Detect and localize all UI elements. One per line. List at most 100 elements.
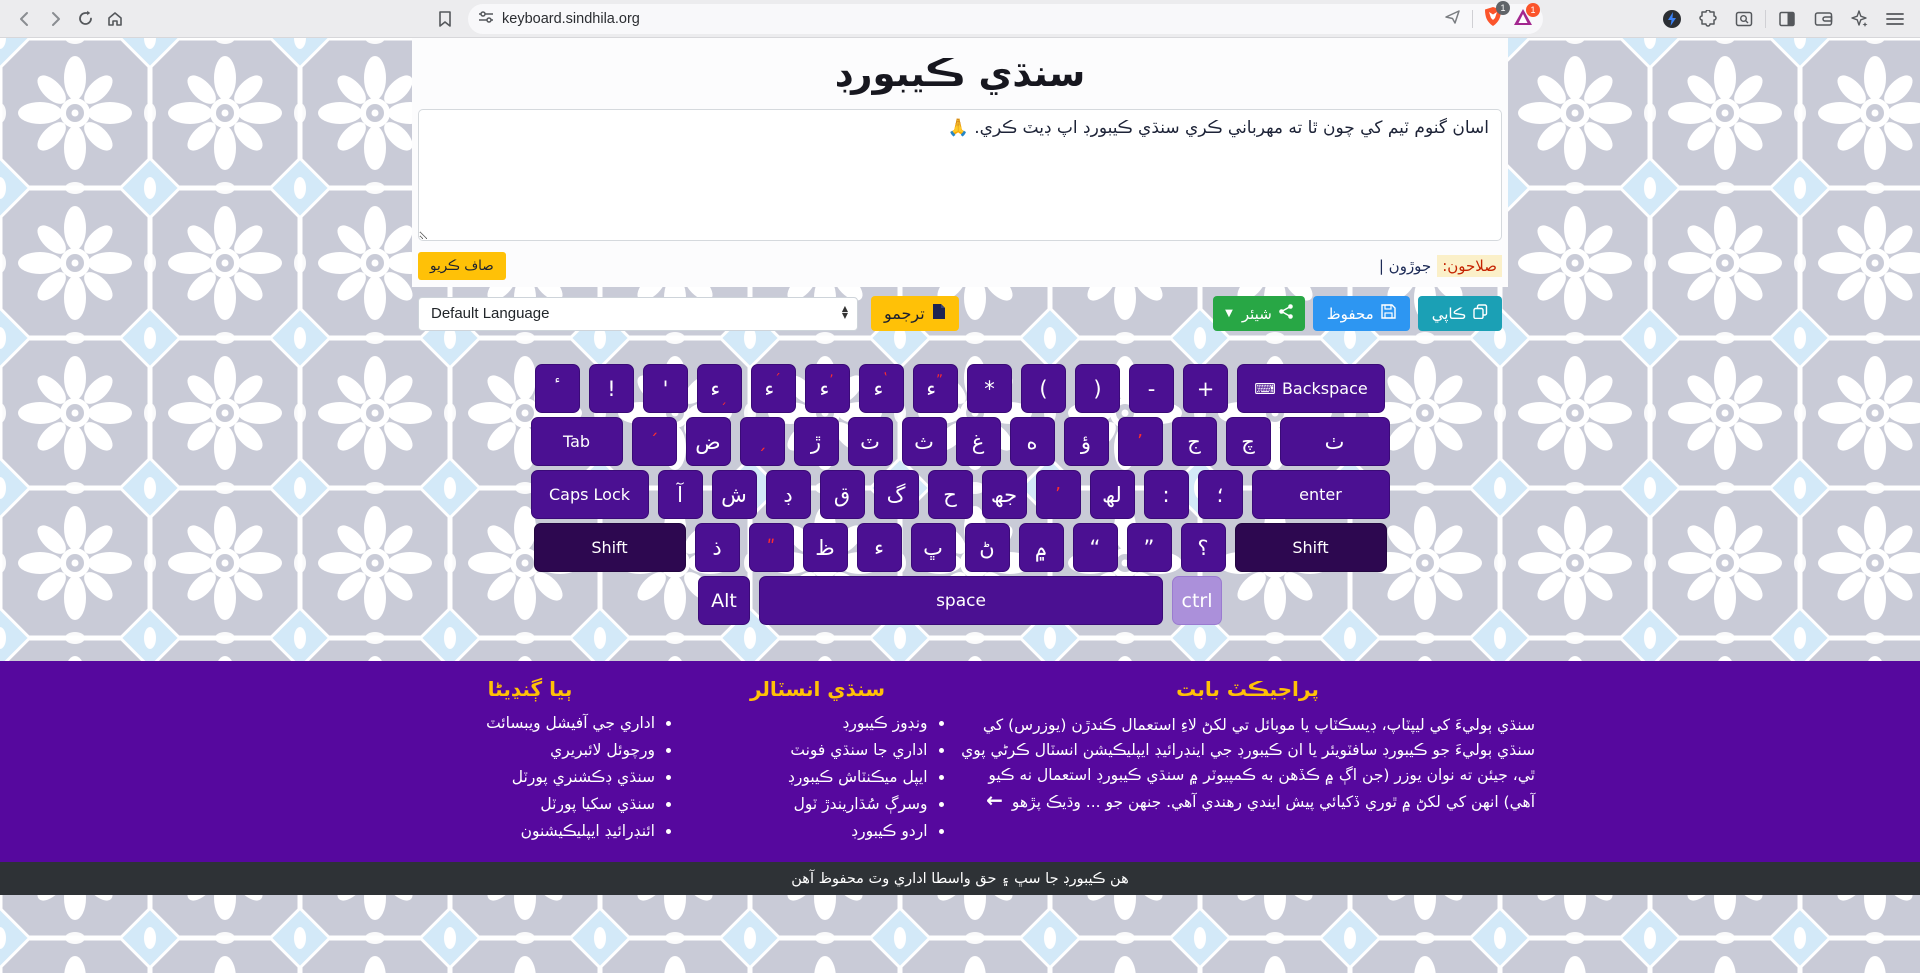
key[interactable]: آ (657, 470, 703, 519)
text-input[interactable]: اسان گنوم ٽيم کي چون ٿا ته مهرباني ڪري س… (418, 109, 1502, 241)
key-capslock[interactable]: Caps Lock (530, 470, 649, 519)
leo-ai-icon[interactable] (1844, 4, 1874, 34)
key[interactable]: ظ (802, 523, 848, 572)
key[interactable]: ض (685, 417, 731, 466)
key[interactable]: ´ (631, 417, 677, 466)
share-button[interactable]: شيئر ▼ (1213, 296, 1305, 331)
key[interactable]: ڙ (793, 417, 839, 466)
extensions-icon[interactable] (1693, 4, 1723, 34)
key[interactable]: + (1183, 364, 1228, 413)
key-enter[interactable]: enter (1251, 470, 1390, 519)
key-shift-right[interactable]: Shift (1234, 523, 1387, 572)
address-bar[interactable]: keyboard.sindhila.org 1 1 (468, 0, 1543, 34)
home-button[interactable] (100, 4, 130, 34)
key-shift-left[interactable]: Shift (533, 523, 686, 572)
brave-shield-icon[interactable]: 1 (1483, 0, 1510, 32)
clear-button[interactable]: صاف ڪريو (418, 252, 506, 280)
site-permissions-icon[interactable] (478, 9, 494, 28)
key[interactable]: ش (711, 470, 757, 519)
rewards-badge: 1 (1526, 2, 1540, 17)
title-band: سنڌي ڪيبورڊ (412, 38, 1508, 101)
menu-icon[interactable] (1880, 4, 1910, 34)
key[interactable]: ڊ (765, 470, 811, 519)
key[interactable]: ؟ (1180, 523, 1226, 572)
key[interactable]: ' (643, 364, 688, 413)
key-label: * (984, 376, 995, 401)
speedreader-icon[interactable] (1657, 4, 1687, 34)
copy-button[interactable]: ڪاپي (1417, 296, 1502, 331)
key[interactable]: ذ (694, 523, 740, 572)
key[interactable]: “ (1072, 523, 1118, 572)
brave-rewards-icon[interactable]: 1 (1513, 2, 1540, 30)
key[interactable]: ه (1009, 417, 1055, 466)
key[interactable]: ۾ (1018, 523, 1064, 572)
key[interactable]: ˏ (739, 417, 785, 466)
key[interactable]: ( (1021, 364, 1066, 413)
key[interactable]: : (1143, 470, 1189, 519)
key-label: ’ (1055, 484, 1061, 505)
key-label: لھ (1102, 482, 1122, 507)
key[interactable]: چ (1225, 417, 1271, 466)
url-text[interactable]: keyboard.sindhila.org (502, 10, 640, 27)
key[interactable]: غ (955, 417, 1001, 466)
key[interactable]: ’ (1117, 417, 1163, 466)
footer-link[interactable]: ورچوئل لائبريري (385, 740, 655, 760)
search-tabs-icon[interactable] (1729, 4, 1759, 34)
key-alt[interactable]: Alt (698, 576, 750, 625)
read-more-link[interactable]: وڌيڪ پڙهو (1011, 793, 1081, 811)
arrow-left-icon[interactable]: ← (986, 788, 1003, 812)
footer-link[interactable]: ائنڊرائيڊ ايپليڪيشنون (385, 821, 655, 841)
key[interactable]: * (967, 364, 1012, 413)
footer-link[interactable]: ونڊوز ڪيبورڊ (688, 713, 927, 733)
key[interactable]: ٴ (535, 364, 580, 413)
key[interactable]: ؛ (1197, 470, 1243, 519)
key-space[interactable]: space (759, 576, 1163, 625)
footer-link[interactable]: ايپل ميڪنٽاش ڪيبورڊ (688, 767, 928, 787)
footer-link[interactable]: اداري جي آفيشل ويبسائٽ (385, 713, 655, 733)
back-button[interactable] (10, 4, 40, 34)
key[interactable]: ء ´ (751, 364, 796, 413)
language-select[interactable]: Default Language (418, 296, 858, 331)
key[interactable]: ح (927, 470, 973, 519)
forward-button[interactable] (40, 4, 70, 34)
key-label: ء (710, 376, 721, 401)
key[interactable]: لھ (1089, 470, 1135, 519)
key[interactable]: جھ (981, 470, 1027, 519)
key[interactable]: ٽ (847, 417, 893, 466)
key[interactable]: ) (1075, 364, 1120, 413)
footer-link[interactable]: اردو ڪيبورڊ (688, 821, 927, 841)
key[interactable]: ج (1171, 417, 1217, 466)
key[interactable]: ” (1126, 523, 1172, 572)
send-tab-icon[interactable] (1444, 9, 1462, 29)
key[interactable]: گ (873, 470, 919, 519)
key[interactable]: ث (901, 417, 947, 466)
key[interactable]: ڻ (964, 523, 1010, 572)
reload-button[interactable] (70, 4, 100, 34)
sidebar-toggle-icon[interactable] (1772, 4, 1802, 34)
key[interactable]: - (1129, 364, 1174, 413)
bookmark-icon[interactable] (430, 4, 460, 34)
save-button[interactable]: محفوظ (1312, 296, 1410, 331)
key[interactable]: ؤ (1063, 417, 1109, 466)
key[interactable]: ء (856, 523, 902, 572)
wallet-icon[interactable] (1808, 4, 1838, 34)
key-backspace[interactable]: ⌨ Backspace (1237, 364, 1385, 413)
key[interactable]: ’ (1035, 470, 1081, 519)
footer-link[interactable]: سنڌي ڊڪشنري پورٽل (385, 767, 655, 787)
key-ctrl[interactable]: ctrl (1172, 576, 1222, 625)
key[interactable]: ʺ (748, 523, 794, 572)
key-tab[interactable]: Tab (530, 417, 623, 466)
footer-link[interactable]: وسرڳ سُڌاريندڙ ٽول (688, 794, 928, 814)
footer-link[interactable]: اداري جا سنڌي فونٽ (688, 740, 927, 760)
key[interactable]: ڀ (910, 523, 956, 572)
footer-link[interactable]: سنڌي سکيا پورٽل (385, 794, 655, 814)
translate-button[interactable]: ترجمو (871, 296, 959, 331)
key[interactable]: ق (819, 470, 865, 519)
key[interactable]: ٺ (1279, 417, 1390, 466)
suggestion-word[interactable]: جوڙون | (1378, 257, 1432, 275)
key[interactable]: ! (589, 364, 634, 413)
